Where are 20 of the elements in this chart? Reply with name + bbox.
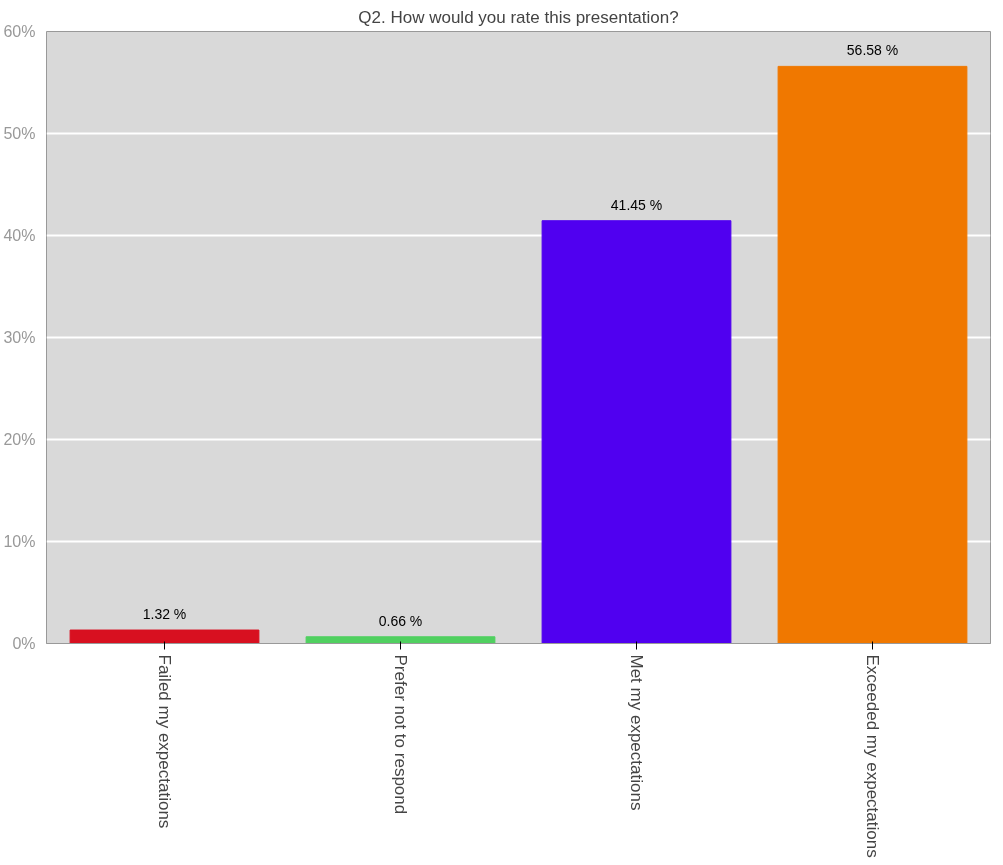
x-tick-label: Failed my expectations bbox=[155, 654, 174, 829]
chart-title: Q2. How would you rate this presentation? bbox=[358, 7, 679, 27]
data-label: 0.66 % bbox=[378, 612, 423, 629]
bar bbox=[777, 65, 968, 644]
x-tick-label: Prefer not to respond bbox=[391, 654, 410, 815]
bar bbox=[305, 636, 496, 644]
y-tick-label: 30% bbox=[3, 329, 36, 346]
y-tick-label: 0% bbox=[12, 635, 36, 652]
y-tick-label: 40% bbox=[3, 227, 36, 244]
data-label: 41.45 % bbox=[610, 196, 663, 213]
y-tick-label: 50% bbox=[3, 125, 36, 142]
bar bbox=[69, 629, 260, 644]
y-tick-label: 10% bbox=[3, 533, 36, 550]
y-tick-label: 20% bbox=[3, 431, 36, 448]
y-tick-label: 60% bbox=[3, 23, 36, 40]
bar bbox=[541, 220, 732, 644]
x-tick-label: Exceeded my expectations bbox=[863, 654, 882, 858]
x-tick-label: Met my expectations bbox=[627, 654, 646, 811]
data-label: 56.58 % bbox=[846, 42, 899, 59]
data-label: 1.32 % bbox=[142, 606, 187, 623]
